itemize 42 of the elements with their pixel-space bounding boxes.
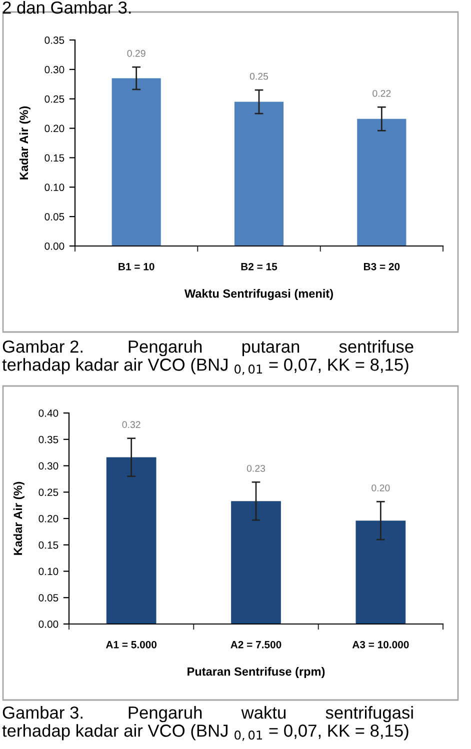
bar	[356, 520, 406, 624]
bar	[357, 118, 406, 246]
y-tick-label: 0.10	[44, 184, 64, 192]
y-tick-label: 0.00	[38, 620, 58, 628]
y-tick-label: 0.05	[44, 213, 64, 220]
data-label: 0.20	[372, 484, 390, 492]
y-tick-label: 0.25	[38, 488, 58, 496]
y-tick-label: 0.00	[44, 242, 64, 250]
text: Gambar 2. Pengaruh putaran sentrifuse terhadap kadar air VCO (BNJ $_{0,01}$ = 0,07, KK = 8,15)	[2, 340, 414, 375]
y-tick-label: 0.25	[44, 95, 64, 103]
data-label: 0.23	[246, 464, 266, 472]
y-tick-label: 0.20	[38, 515, 58, 522]
y-tick-label: 0.35	[44, 36, 64, 44]
y-tick-label: 0.30	[44, 66, 64, 74]
y-tick-label: 0.20	[44, 124, 64, 132]
x-tick-label: B1 = 10	[118, 262, 154, 270]
text: Gambar 3. Pengaruh waktu sentrifugasi terhadap kadar air VCO (BNJ $_{0,01}$ = 0,07, KK = 8,15)	[2, 706, 413, 741]
y-tick-label: 0.40	[38, 410, 58, 417]
bar	[234, 102, 284, 246]
data-label: 0.25	[250, 72, 268, 80]
data-label: 0.22	[372, 90, 391, 97]
x-tick-label: A1 = 5.000	[106, 640, 157, 648]
y-tick-label: 0.15	[44, 154, 64, 162]
y-tick-label: 0.10	[38, 568, 58, 576]
y-axis-title: Kadar Air (%)	[19, 106, 30, 180]
x-tick-label: A2 = 7.500	[230, 640, 282, 648]
x-axis-title: Waktu Sentrifugasi (menit)	[184, 289, 333, 300]
y-axis-title: Kadar Air (%)	[13, 482, 24, 555]
x-axis-title: Putaran Sentrifuse (rpm)	[188, 667, 325, 678]
x-tick-label: A3 = 10.000	[352, 640, 409, 648]
data-label: 0.32	[122, 421, 140, 428]
x-tick-label: B3 = 20	[364, 262, 400, 270]
text: 2 dan Gambar 3.	[2, 1, 131, 14]
bar	[112, 78, 161, 246]
y-tick-label: 0.35	[38, 436, 58, 444]
x-tick-label: B2 = 15	[241, 262, 278, 270]
bar	[106, 457, 156, 624]
y-tick-label: 0.15	[38, 541, 58, 549]
data-label: 0.29	[127, 50, 146, 57]
y-tick-label: 0.30	[38, 462, 58, 470]
bar	[231, 501, 281, 624]
y-tick-label: 0.05	[38, 594, 58, 602]
